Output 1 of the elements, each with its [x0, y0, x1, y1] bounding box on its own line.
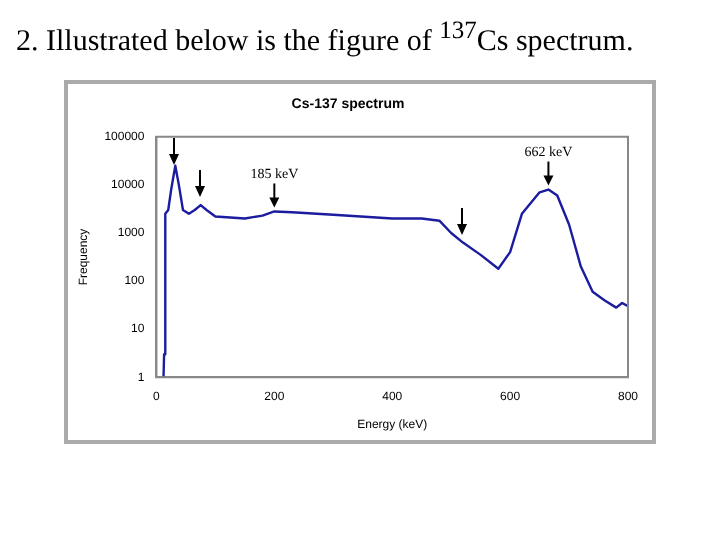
text: 2. Illustrated below is the figure of $^{137}$Cs spectrum.: [16, 16, 636, 60]
